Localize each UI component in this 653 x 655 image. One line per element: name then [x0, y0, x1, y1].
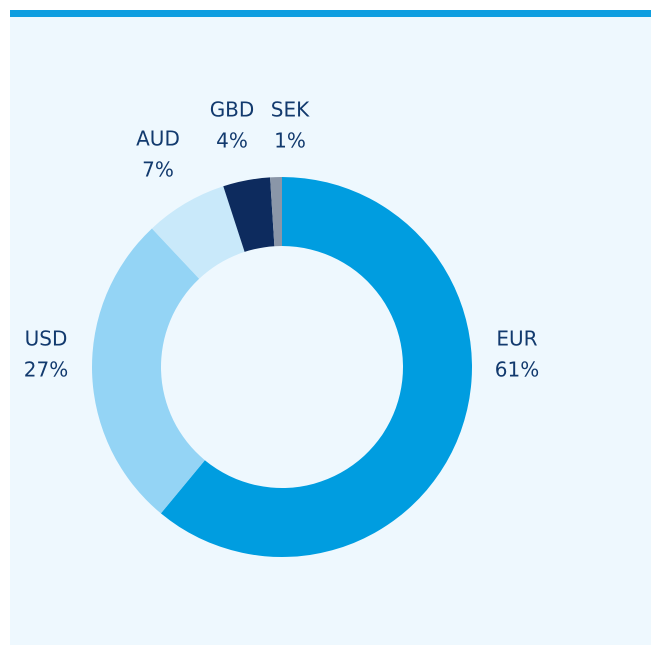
donut-slice [151, 186, 245, 279]
slice-category-label: AUD [136, 127, 180, 151]
donut-slice [92, 228, 205, 514]
slice-value-label: 7% [142, 158, 174, 182]
slice-category-label: USD [25, 327, 68, 351]
donut-slice [223, 177, 275, 252]
donut-slice [160, 177, 472, 557]
donut-slice [270, 177, 282, 247]
top-bar [10, 10, 651, 17]
slice-value-label: 27% [24, 358, 68, 382]
slice-category-label: SEK [271, 98, 310, 122]
slice-value-label: 4% [216, 129, 248, 153]
slice-category-label: EUR [496, 327, 537, 351]
slice-value-label: 61% [495, 358, 539, 382]
slice-category-label: GBD [210, 98, 255, 122]
slice-value-label: 1% [274, 129, 306, 153]
